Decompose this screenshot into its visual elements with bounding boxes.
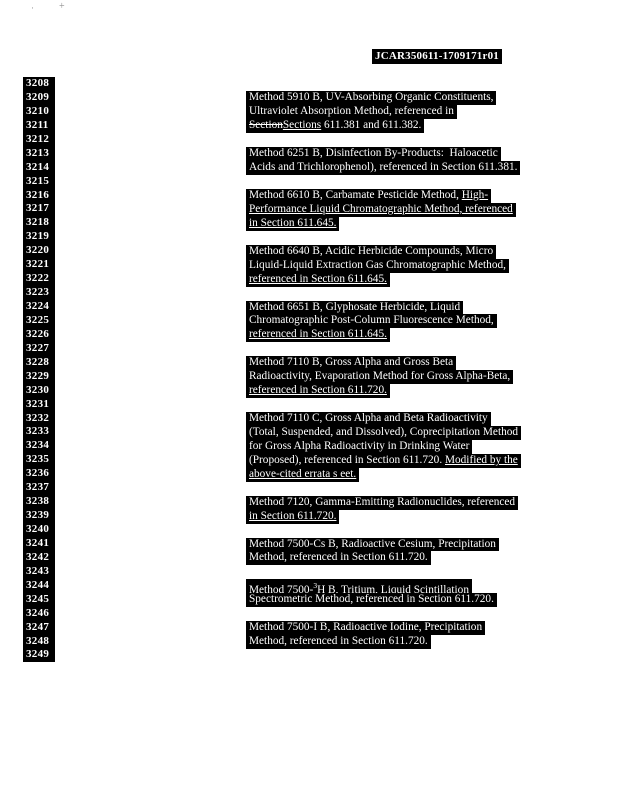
line-number: 3220: [23, 244, 55, 259]
line-number: 3249: [23, 648, 55, 663]
highlighted-paragraph: Method 6651 B, Glyphosate Herbicide, Liq…: [246, 300, 497, 343]
paragraph-line: referenced in Section 611.645.: [246, 272, 509, 287]
scan-artifact-dot: ·: [31, 3, 34, 13]
highlighted-paragraph: Method 7500-I B, Radioactive Iodine, Pre…: [246, 621, 486, 650]
line-number: 3224: [23, 300, 55, 314]
line-number: 3209: [23, 90, 55, 105]
scan-artifact-plus: +: [59, 1, 65, 12]
paragraph-line: Method 7110 B, Gross Alpha and Gross Bet…: [246, 356, 513, 371]
line-number: 3225: [23, 313, 55, 328]
highlighted-paragraph: Method 5910 B, UV-Absorbing Organic Cons…: [246, 91, 497, 134]
line-number: 3212: [23, 132, 55, 147]
line-number: 3216: [23, 188, 55, 203]
line-number: 3231: [23, 397, 55, 412]
paragraph-line: Chromatographic Post-Column Fluorescence…: [246, 314, 497, 329]
paragraph-line: Method 7500-I B, Radioactive Iodine, Pre…: [246, 621, 486, 636]
paragraph-line: Liquid-Liquid Extraction Gas Chromatogra…: [246, 258, 509, 273]
highlighted-paragraph: Method 7110 C, Gross Alpha and Beta Radi…: [246, 412, 522, 482]
line-number: 3210: [23, 104, 55, 119]
line-number: 3208: [23, 77, 55, 91]
line-number: 3233: [23, 425, 55, 440]
paragraph-line: Method 6610 B, Carbamate Pesticide Metho…: [246, 189, 516, 203]
highlighted-paragraph: Method 6640 B, Acidic Herbicide Compound…: [246, 244, 509, 287]
paragraph-line: Method 6640 B, Acidic Herbicide Compound…: [246, 244, 509, 259]
paragraph-line: referenced in Section 611.720.: [246, 384, 513, 399]
line-number: 3248: [23, 634, 55, 649]
highlighted-paragraph: Method 7110 B, Gross Alpha and Gross Bet…: [246, 356, 514, 399]
line-number: 3217: [23, 202, 55, 217]
line-number: 3241: [23, 536, 55, 551]
paragraph-line: for Gross Alpha Radioactivity in Drinkin…: [246, 439, 521, 454]
paragraph-line: (Total, Suspended, and Dissolved), Copre…: [246, 425, 522, 440]
line-number: 3229: [23, 369, 55, 384]
line-number: 3244: [23, 578, 55, 593]
highlighted-paragraph: Method 7500-Cs B, Radioactive Cesium, Pr…: [246, 537, 499, 566]
line-number: 3239: [23, 509, 55, 523]
line-number: 3223: [23, 286, 55, 300]
highlighted-paragraph: Method 7500-3H B, Tritium, Liquid Scinti…: [246, 579, 497, 608]
line-number: 3222: [23, 272, 55, 287]
line-number: 3236: [23, 467, 55, 482]
paragraph-line: Acids and Trichlorophenol), referenced i…: [246, 161, 521, 176]
line-number: 3235: [23, 453, 55, 468]
paragraph-line: Spectrometric Method, referenced in Sect…: [246, 593, 497, 608]
paragraph-line: Ultraviolet Absorption Method, reference…: [246, 105, 496, 120]
line-number: 3247: [23, 620, 55, 635]
paragraph-line: Method 7120, Gamma-Emitting Radionuclide…: [246, 495, 519, 510]
paragraph-line: Method, referenced in Section 611.720.: [246, 551, 499, 566]
paragraph-line: Method 6651 B, Glyphosate Herbicide, Liq…: [246, 300, 497, 315]
line-number: 3237: [23, 481, 55, 496]
line-number: 3213: [23, 146, 55, 161]
line-number: 3221: [23, 258, 55, 273]
line-number-column: 3208 3209 3210 3211 3212 3213 3214 3215 3216 3217…: [23, 77, 55, 663]
paragraph-line: (Proposed), referenced in Section 611.72…: [246, 453, 521, 468]
line-number: 3238: [23, 495, 55, 510]
paragraph-line: in Section 611.720.: [246, 509, 518, 524]
paragraph-line: in Section 611.645.: [246, 216, 516, 231]
line-number: 3228: [23, 355, 55, 370]
line-number: 3214: [23, 160, 55, 175]
line-number: 3242: [23, 550, 55, 565]
paragraph-line: SectionSections 611.381 and 611.382.: [246, 119, 496, 134]
paragraph-line: Method 7500-Cs B, Radioactive Cesium, Pr…: [246, 537, 499, 552]
paragraph-line: Method 5910 B, UV-Absorbing Organic Cons…: [246, 91, 497, 106]
line-number: 3243: [23, 564, 55, 579]
paragraph-line: Method 7110 C, Gross Alpha and Beta Radi…: [246, 412, 521, 426]
line-number: 3219: [23, 230, 55, 245]
line-number: 3232: [23, 411, 55, 426]
paragraph-line: above-cited errata s eet.: [246, 467, 521, 482]
highlighted-paragraph: Method 6610 B, Carbamate Pesticide Metho…: [246, 189, 516, 231]
highlighted-paragraph: Method 7120, Gamma-Emitting Radionuclide…: [246, 495, 519, 524]
highlighted-paragraph: Method 6251 B, Disinfection By-Products:…: [246, 147, 521, 176]
line-number: 3230: [23, 383, 55, 398]
paragraph-line: Method, referenced in Section 611.720.: [246, 635, 485, 650]
document-header-id: JCAR350611-1709171r01: [372, 49, 502, 64]
line-number: 3245: [23, 592, 55, 607]
paragraph-line: Performance Liquid Chromatographic Metho…: [246, 202, 516, 217]
paragraph-line: Method 6251 B, Disinfection By-Products:…: [246, 147, 520, 162]
line-number: 3240: [23, 523, 55, 537]
line-number: 3215: [23, 174, 55, 189]
paragraph-line: Method 7500-3H B, Tritium, Liquid Scinti…: [246, 579, 497, 596]
line-number: 3211: [23, 118, 55, 133]
line-number: 3246: [23, 606, 55, 621]
paragraph-line: Radioactivity, Evaporation Method for Gr…: [246, 370, 514, 385]
paragraph-line: referenced in Section 611.645.: [246, 328, 497, 343]
line-number: 3234: [23, 439, 55, 454]
line-number: 3218: [23, 216, 55, 231]
line-number: 3227: [23, 341, 55, 356]
line-number: 3226: [23, 327, 55, 342]
